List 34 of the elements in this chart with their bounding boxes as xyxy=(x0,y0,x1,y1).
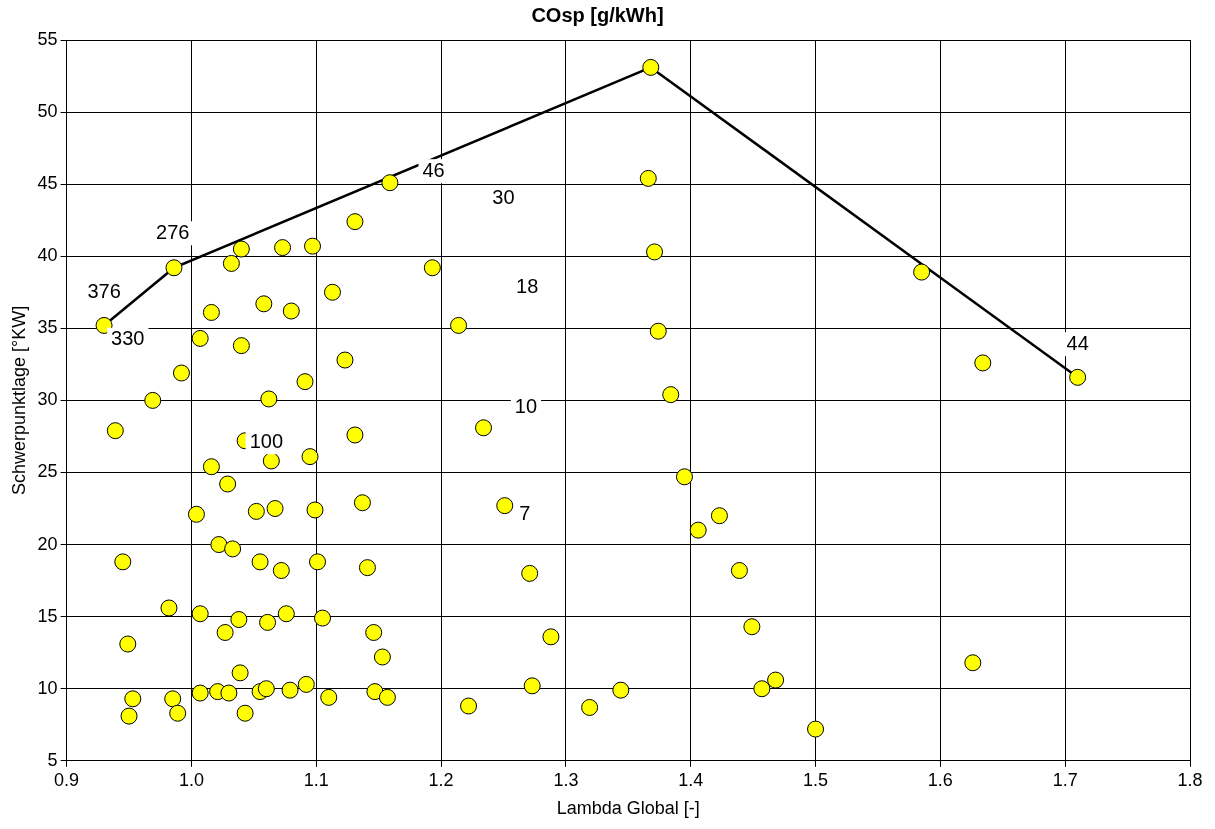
x-tick-label: 1.0 xyxy=(178,769,204,790)
y-tick-label: 55 xyxy=(37,28,58,49)
annotation: 10 xyxy=(514,395,538,418)
y-tick-label: 10 xyxy=(37,677,58,698)
chart-title: COsp [g/kWh] xyxy=(531,3,664,26)
annotation: 18 xyxy=(516,275,539,298)
y-tick-label: 20 xyxy=(37,533,58,554)
y-tick-label: 15 xyxy=(37,605,58,626)
annotation: 44 xyxy=(1066,331,1089,354)
y-tick-label: 25 xyxy=(37,461,58,482)
x-tick-label: 1.7 xyxy=(1052,769,1078,790)
y-tick-label: 40 xyxy=(37,245,58,266)
x-axis-title: Lambda Global [-] xyxy=(556,798,700,819)
annotation: 276 xyxy=(156,220,190,243)
x-tick-label: 1.3 xyxy=(553,769,579,790)
x-tick-label: 1.8 xyxy=(1177,769,1203,790)
x-tick-label: 1.2 xyxy=(428,769,454,790)
y-axis-title: Schwerpunktlage [°KW] xyxy=(8,305,29,496)
annotation: 100 xyxy=(249,429,284,452)
annotation: 330 xyxy=(111,327,145,350)
y-tick-label: 45 xyxy=(37,173,58,194)
annotation: 7 xyxy=(519,501,531,524)
y-tick-label: 35 xyxy=(37,317,58,338)
x-tick-label: 1.4 xyxy=(678,769,704,790)
y-tick-label: 30 xyxy=(37,389,58,410)
y-tick-label: 50 xyxy=(37,101,58,122)
y-tick-label: 5 xyxy=(47,749,58,770)
x-tick-label: 1.5 xyxy=(803,769,829,790)
annotation: 46 xyxy=(422,158,445,181)
x-tick-label: 1.6 xyxy=(927,769,953,790)
x-tick-label: 1.1 xyxy=(303,769,329,790)
annotation: 376 xyxy=(87,279,121,302)
x-tick-label: 0.9 xyxy=(54,769,80,790)
annotation: 30 xyxy=(492,186,515,209)
